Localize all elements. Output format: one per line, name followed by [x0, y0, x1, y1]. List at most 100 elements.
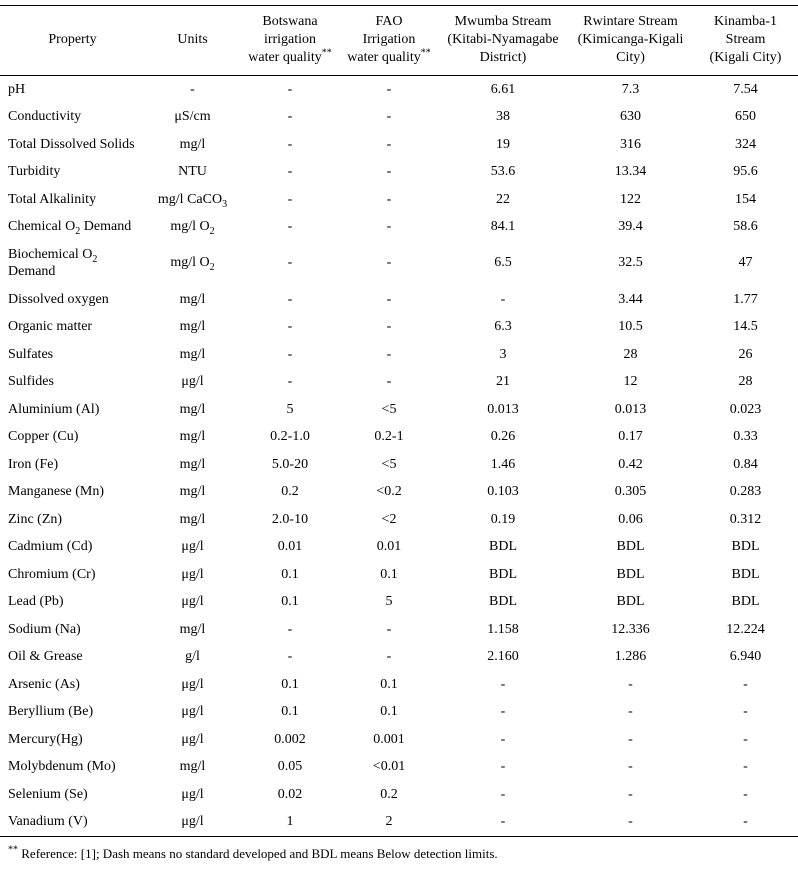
value-cell: 0.103 — [487, 484, 519, 500]
value-cell: μg/l — [181, 786, 204, 802]
value-cell: - — [386, 291, 392, 307]
table-header: Property Units Botswana irrigation water q… — [0, 5, 798, 76]
value-cell: 6.3 — [494, 319, 512, 335]
value-cell: 1.77 — [733, 291, 758, 307]
property-cell: Oil & Grease — [8, 649, 83, 665]
table-row: Biochemical O2 Demand mg/l O2 - - 6.5 32.5 47 — [0, 241, 798, 286]
value-cell: 0.1 — [380, 676, 398, 692]
column-header-units: Units — [145, 5, 240, 76]
property-cell: Biochemical O2 Demand — [8, 246, 98, 280]
value-cell: - — [287, 81, 293, 97]
value-cell: 154 — [735, 191, 756, 207]
table-row: Iron (Fe) mg/l 5.0-20 <5 1.46 0.42 0.84 — [0, 451, 798, 479]
value-cell: 0.05 — [277, 759, 303, 775]
column-header-property: Property — [0, 5, 145, 76]
property-cell: Turbidity — [8, 164, 61, 180]
value-cell: - — [287, 621, 293, 637]
value-cell: - — [287, 319, 293, 335]
value-cell: - — [743, 704, 748, 720]
property-cell: Sodium (Na) — [8, 621, 81, 637]
value-cell: - — [628, 676, 633, 692]
value-cell: 2.160 — [487, 649, 519, 665]
column-header-mwumba: Mwumba Stream (Kitabi-Nyamagabe District) — [438, 5, 568, 76]
value-cell: mg/l — [179, 621, 206, 637]
value-cell: 0.17 — [618, 429, 643, 445]
value-cell: 58.6 — [733, 219, 758, 235]
value-cell: - — [743, 786, 748, 802]
table-row: Sulfides μg/l - - 21 12 28 — [0, 368, 798, 396]
value-cell: mg/l — [179, 346, 206, 362]
value-cell: 0.023 — [729, 401, 762, 417]
value-cell: 0.013 — [487, 401, 519, 417]
value-cell: NTU — [178, 164, 207, 180]
value-cell: 630 — [620, 109, 641, 125]
value-cell: - — [500, 731, 506, 747]
value-cell: <5 — [381, 401, 397, 417]
value-cell: mg/l — [179, 319, 206, 335]
value-cell: mg/l O2 — [170, 219, 215, 237]
property-cell: Copper (Cu) — [8, 429, 79, 445]
value-cell: 0.2 — [380, 786, 398, 802]
value-cell: 0.84 — [733, 456, 758, 472]
value-cell: BDL — [616, 566, 645, 582]
property-cell: Beryllium (Be) — [8, 704, 94, 720]
value-cell: - — [386, 649, 392, 665]
value-cell: 5 — [286, 401, 294, 417]
value-cell: 5.0-20 — [271, 456, 309, 472]
value-cell: 21 — [496, 374, 510, 390]
value-cell: 0.1 — [281, 704, 299, 720]
value-cell: 650 — [735, 109, 756, 125]
value-cell: μS/cm — [174, 109, 211, 125]
value-cell: 3 — [499, 346, 507, 362]
value-cell: 13.34 — [614, 164, 647, 180]
value-cell: BDL — [616, 539, 645, 555]
value-cell: 0.42 — [618, 456, 643, 472]
value-cell: 7.3 — [621, 81, 640, 97]
table-footnote: ** Reference: [1]; Dash means no standar… — [8, 844, 498, 861]
value-cell: μg/l — [181, 566, 204, 582]
value-cell: - — [287, 649, 293, 665]
property-cell: Selenium (Se) — [8, 786, 88, 802]
value-cell: 0.19 — [490, 511, 516, 527]
property-cell: Chemical O2 Demand — [8, 219, 132, 237]
value-cell: - — [628, 786, 633, 802]
value-cell: μg/l — [181, 814, 204, 830]
table-row: Vanadium (V) μg/l 1 2 - - - — [0, 808, 798, 836]
value-cell: 28 — [623, 346, 638, 362]
value-cell: 0.001 — [373, 731, 405, 747]
table-row: Sulfates mg/l - - 3 28 26 — [0, 341, 798, 369]
table-row: Oil & Grease g/l - - 2.160 1.286 6.940 — [0, 643, 798, 671]
value-cell: 0.2 — [281, 484, 299, 500]
property-cell: Iron (Fe) — [8, 456, 59, 472]
value-cell: 316 — [620, 136, 641, 152]
value-cell: 324 — [735, 136, 756, 152]
column-header-botswana: Botswana irrigation water quality** — [240, 5, 340, 76]
property-cell: Sulfates — [8, 346, 54, 362]
table-row: Chemical O2 Demand mg/l O2 - - 84.1 39.4 58.6 — [0, 213, 798, 241]
table-row: Cadmium (Cd) μg/l 0.01 0.01 BDL BDL BDL — [0, 533, 798, 561]
value-cell: 0.305 — [614, 484, 647, 500]
property-cell: Molybdenum (Mo) — [8, 759, 116, 775]
table-row: Sodium (Na) mg/l - - 1.158 12.336 12.224 — [0, 616, 798, 644]
property-cell: Zinc (Zn) — [8, 511, 63, 527]
value-cell: - — [287, 109, 293, 125]
header-row: Property Units Botswana irrigation water q… — [0, 5, 798, 76]
value-cell: 32.5 — [618, 255, 643, 271]
value-cell: 6.61 — [490, 81, 516, 97]
table-row: Turbidity NTU - - 53.6 13.34 95.6 — [0, 158, 798, 186]
value-cell: - — [386, 219, 392, 235]
property-cell: Vanadium (V) — [8, 814, 88, 830]
value-cell: g/l — [185, 649, 200, 665]
table-row: Conductivity μS/cm - - 38 630 650 — [0, 103, 798, 131]
value-cell: 12.336 — [611, 621, 650, 637]
value-cell: 6.5 — [494, 255, 512, 271]
value-cell: - — [500, 759, 506, 775]
value-cell: - — [287, 164, 293, 180]
value-cell: 0.1 — [380, 704, 398, 720]
value-cell: 0.26 — [490, 429, 516, 445]
value-cell: - — [287, 255, 293, 271]
table-row: Lead (Pb) μg/l 0.1 5 BDL BDL BDL — [0, 588, 798, 616]
value-cell: 14.5 — [733, 319, 758, 335]
value-cell: mg/l — [179, 401, 206, 417]
